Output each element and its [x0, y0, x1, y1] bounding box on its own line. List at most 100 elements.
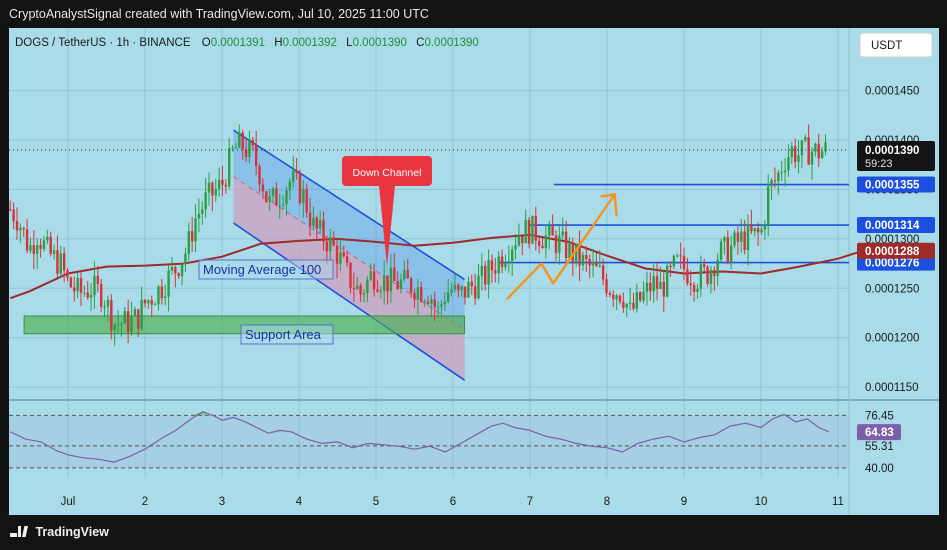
up-candle	[767, 174, 770, 237]
ma-price-tag	[857, 242, 935, 259]
down-candle	[703, 258, 706, 272]
candle-body	[500, 256, 504, 268]
tradingview-brand[interactable]: TradingView	[10, 525, 109, 539]
down-candle	[211, 181, 214, 211]
chart-canvas[interactable]: Moving Average 100 Support Area Down Chann…	[9, 28, 939, 515]
candle-body	[628, 302, 632, 305]
candle-body	[635, 292, 639, 309]
candle-body	[42, 240, 46, 249]
down-candle	[386, 275, 389, 305]
candle-body	[470, 281, 473, 287]
candle-body	[571, 242, 575, 262]
candle-body	[773, 180, 777, 182]
up-candle	[575, 243, 578, 267]
up-candle	[514, 233, 517, 260]
candle-body	[625, 304, 628, 308]
candle-body	[322, 220, 325, 242]
candle-body	[204, 192, 207, 210]
candle-body	[19, 227, 22, 231]
candle-body	[686, 269, 689, 284]
annotations-front: Moving Average 100 Support Area Down Chann…	[9, 149, 849, 345]
candle-body	[581, 255, 585, 266]
tradingview-brand-text: TradingView	[35, 525, 109, 539]
up-candle	[184, 247, 187, 273]
down-candle	[143, 298, 147, 308]
rsi-overbought-fill	[191, 411, 796, 416]
rsi-line	[10, 411, 830, 463]
up-candle	[531, 215, 534, 245]
candle-body	[399, 279, 403, 290]
up-candle	[676, 253, 679, 258]
currency-label[interactable]: USDT	[871, 40, 902, 52]
candle-body	[615, 295, 618, 300]
candle-body	[39, 245, 42, 249]
up-candle	[548, 220, 551, 250]
down-candle	[349, 261, 352, 294]
down-candle	[534, 206, 537, 251]
candle-body	[490, 260, 494, 271]
down-candle	[190, 216, 194, 252]
down-candle	[743, 219, 746, 255]
down-candle	[241, 129, 244, 160]
up-candle	[147, 299, 150, 309]
candle-body	[29, 245, 32, 251]
candle-body	[342, 252, 345, 257]
candle-body	[756, 228, 760, 233]
down-candle	[541, 238, 544, 249]
up-candle	[665, 261, 669, 298]
up-candle	[709, 265, 713, 294]
down-candle	[295, 157, 298, 180]
down-candle	[463, 286, 467, 305]
down-candle	[275, 182, 278, 207]
down-candle	[396, 271, 399, 290]
candle-body	[787, 157, 790, 171]
up-candle	[366, 276, 369, 303]
open-value: 0.0001391	[211, 37, 265, 49]
up-candle	[615, 293, 618, 311]
level-price-tag-text: 0.0001314	[865, 220, 920, 232]
up-candle	[723, 235, 726, 255]
up-candle	[123, 306, 126, 325]
candle-body	[460, 286, 463, 291]
candle-body	[211, 182, 214, 196]
candle-body	[160, 286, 164, 299]
candle-body	[332, 237, 335, 246]
candle-body	[349, 262, 352, 288]
chart-frame[interactable]: Moving Average 100 Support Area Down Chann…	[9, 28, 939, 515]
up-candle	[507, 245, 511, 273]
candle-body	[713, 269, 716, 276]
down-candle	[706, 265, 709, 287]
down-candle	[484, 261, 487, 291]
up-candle	[598, 249, 601, 268]
rsi-level-label: 40.00	[865, 463, 894, 475]
candle-body	[133, 309, 137, 316]
candle-body	[356, 285, 359, 290]
up-candle	[696, 283, 699, 299]
candle-body	[9, 209, 12, 211]
up-candle	[790, 142, 793, 165]
candle-body	[345, 256, 349, 263]
up-candle	[214, 178, 217, 202]
down-candle	[817, 133, 820, 167]
up-candle	[820, 147, 824, 159]
candles	[9, 124, 827, 346]
down-candle	[420, 281, 423, 304]
candle-body	[359, 285, 362, 295]
candle-body	[103, 306, 106, 308]
down-candle	[409, 276, 413, 298]
down-candle	[251, 137, 254, 151]
candle-body	[190, 231, 194, 242]
down-candle	[578, 230, 581, 281]
candle-body	[554, 235, 558, 253]
candle-body	[76, 278, 79, 292]
candle-body	[271, 188, 275, 196]
candle-body	[258, 165, 261, 185]
down-candle	[66, 268, 69, 282]
down-candle	[221, 165, 224, 197]
up-candle	[746, 214, 750, 266]
currency-button[interactable]: USDT	[859, 32, 933, 58]
candle-body	[521, 236, 524, 244]
candle-body	[46, 236, 49, 241]
up-candle	[642, 281, 645, 304]
candle-body	[325, 241, 329, 252]
